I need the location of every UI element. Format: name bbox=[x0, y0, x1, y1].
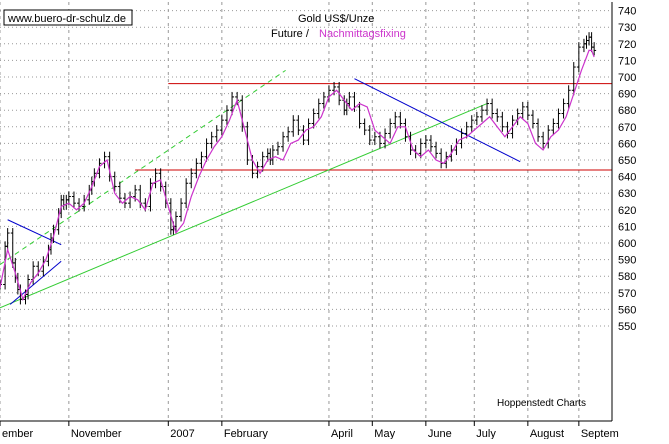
x-tick-label: Septem bbox=[581, 428, 619, 439]
subtitle-fixing: Nachmittagsfixing bbox=[319, 28, 406, 40]
y-tick-label: 720 bbox=[618, 39, 636, 51]
y-tick-label: 730 bbox=[618, 22, 636, 34]
subtitle-future: Future / bbox=[271, 28, 310, 40]
y-tick-label: 660 bbox=[618, 138, 636, 150]
y-tick-label: 590 bbox=[618, 255, 636, 267]
x-tick-label: May bbox=[374, 428, 395, 439]
x-tick-label: 2007 bbox=[170, 428, 194, 439]
x-tick-label: June bbox=[428, 428, 452, 439]
trend-line bbox=[9, 260, 62, 305]
axes-layer: 550 560 570 580 590 600 610 620 630 640 650 660 670 6… bbox=[0, 2, 636, 440]
x-tick-label: November bbox=[71, 428, 122, 439]
y-tick-label: 690 bbox=[618, 89, 636, 101]
site-label-box bbox=[3, 9, 133, 26]
x-tick-label: April bbox=[331, 428, 353, 439]
y-tick-label: 550 bbox=[618, 321, 636, 333]
y-tick-label: 700 bbox=[618, 72, 636, 84]
chart-title: Gold US$/Unze bbox=[298, 13, 374, 25]
fixing-series-line bbox=[0, 49, 595, 302]
y-tick-label: 710 bbox=[618, 55, 636, 67]
reference-lines-layer bbox=[0, 69, 612, 309]
y-tick-label: 740 bbox=[618, 6, 636, 18]
y-tick-label: 580 bbox=[618, 271, 636, 283]
x-tick-label: ember bbox=[2, 428, 34, 439]
y-tick-label: 650 bbox=[618, 155, 636, 167]
fixing-line-layer bbox=[0, 49, 595, 302]
x-tick-label: February bbox=[224, 428, 269, 439]
x-tick-label: August bbox=[530, 428, 564, 439]
y-tick-label: 630 bbox=[618, 188, 636, 200]
site-label: www.buero-dr-schulz.de bbox=[7, 13, 126, 25]
credit-label: Hoppenstedt Charts bbox=[497, 398, 586, 409]
y-tick-label: 610 bbox=[618, 221, 636, 233]
y-tick-label: 680 bbox=[618, 105, 636, 117]
trend-line bbox=[354, 78, 521, 163]
y-tick-label: 560 bbox=[618, 304, 636, 316]
y-tick-label: 600 bbox=[618, 238, 636, 250]
y-tick-label: 670 bbox=[618, 122, 636, 134]
x-tick-label: July bbox=[476, 428, 496, 439]
y-tick-label: 640 bbox=[618, 172, 636, 184]
y-tick-label: 570 bbox=[618, 288, 636, 300]
y-tick-label: 620 bbox=[618, 205, 636, 217]
uptrend-channel-upper bbox=[0, 69, 286, 265]
